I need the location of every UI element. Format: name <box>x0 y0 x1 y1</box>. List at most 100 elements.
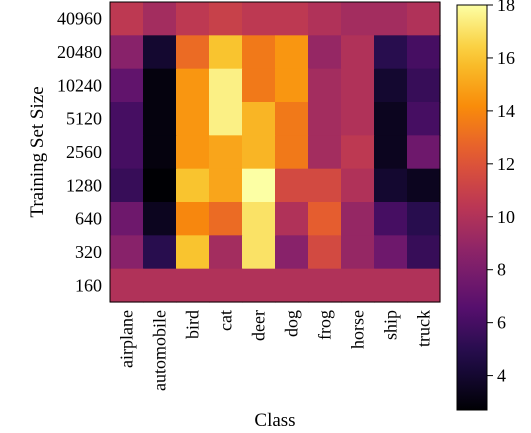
heatmap-cell <box>242 68 276 103</box>
heatmap-cell <box>110 2 144 36</box>
heatmap-cell <box>341 35 375 70</box>
heatmap-cell <box>242 202 276 236</box>
x-tick-label: cat <box>216 310 236 331</box>
heatmap-cell <box>341 268 375 303</box>
heatmap-cell <box>275 35 309 70</box>
heatmap-cell <box>407 102 441 136</box>
heatmap-cell <box>176 168 210 203</box>
heatmap-cell <box>209 2 243 36</box>
colorbar-tick-label: 12 <box>497 154 515 174</box>
colorbar-tick-label: 4 <box>497 366 506 386</box>
heatmap-cell <box>407 235 441 270</box>
heatmap-cell <box>308 135 342 170</box>
y-tick-label: 10240 <box>57 75 102 95</box>
heatmap-cell <box>308 2 342 36</box>
heatmap-cell <box>407 202 441 236</box>
heatmap-cell <box>407 135 441 170</box>
x-tick-label: truck <box>414 310 434 347</box>
heatmap-cell <box>242 35 276 70</box>
heatmap-cell <box>143 268 177 303</box>
heatmap-cell <box>308 235 342 270</box>
heatmap-cell <box>143 135 177 170</box>
y-tick-label: 20480 <box>57 42 102 62</box>
heatmap-cell <box>110 102 144 136</box>
heatmap-cell <box>143 102 177 136</box>
heatmap-cell <box>143 68 177 103</box>
heatmap-cell <box>242 2 276 36</box>
heatmap-cell <box>341 168 375 203</box>
heatmap-cell <box>374 102 408 136</box>
heatmap-cell <box>407 268 441 303</box>
y-tick-label: 320 <box>75 242 102 262</box>
heatmap-cell <box>308 202 342 236</box>
heatmap-cell <box>176 135 210 170</box>
heatmap-cell <box>374 268 408 303</box>
heatmap-cell <box>341 135 375 170</box>
x-tick-label: frog <box>315 310 335 340</box>
x-tick-label: bird <box>183 310 203 339</box>
x-axis-label: Class <box>254 410 295 431</box>
heatmap-cell <box>308 68 342 103</box>
colorbar <box>456 4 488 411</box>
heatmap-cell <box>275 135 309 170</box>
colorbar-tick-label: 6 <box>497 313 506 333</box>
heatmap-cell <box>110 35 144 70</box>
colorbar-tick-label: 8 <box>497 260 506 280</box>
heatmap-cell <box>341 202 375 236</box>
y-tick-label: 1280 <box>66 175 102 195</box>
heatmap-cell <box>143 35 177 70</box>
heatmap-cell <box>374 2 408 36</box>
y-tick-labels: 40960 20480 10240 5120 2560 1280 640 320 160 <box>57 9 102 296</box>
heatmap-cell <box>275 168 309 203</box>
heatmap-cell <box>374 35 408 70</box>
x-tick-label: automobile <box>150 310 170 391</box>
heatmap-cell <box>209 102 243 136</box>
heatmap-cell <box>242 268 276 303</box>
y-axis-label: Training Set Size <box>27 86 48 217</box>
y-tick-label: 5120 <box>66 109 102 129</box>
heatmap-cell <box>374 202 408 236</box>
heatmap-cell <box>110 135 144 170</box>
heatmap-cell <box>374 235 408 270</box>
heatmap-cell <box>110 235 144 270</box>
heatmap-cell <box>407 35 441 70</box>
y-tick-label: 2560 <box>66 142 102 162</box>
heatmap-cell <box>176 35 210 70</box>
colorbar-tick-label: 16 <box>497 48 515 68</box>
heatmap-cell <box>308 168 342 203</box>
heatmap-cell <box>209 268 243 303</box>
y-tick-label: 160 <box>75 275 102 295</box>
heatmap-cell <box>110 268 144 303</box>
x-tick-labels: airplane automobile bird cat deer dog frog hors… <box>117 310 434 391</box>
heatmap-cell <box>275 202 309 236</box>
heatmap-cell <box>407 168 441 203</box>
heatmap-cell <box>275 2 309 36</box>
heatmap-cell <box>341 2 375 36</box>
heatmap-cell <box>209 168 243 203</box>
colorbar-ticks: 4 6 8 10 12 14 16 18 <box>487 0 515 386</box>
heatmap-cell <box>407 2 441 36</box>
heatmap-cell <box>275 268 309 303</box>
heatmap-cell <box>341 235 375 270</box>
heatmap-cell <box>341 68 375 103</box>
heatmap-cell <box>110 202 144 236</box>
heatmap-cell <box>176 268 210 303</box>
plot-frame <box>109 1 441 303</box>
heatmap-cell <box>275 68 309 103</box>
heatmap-cell <box>275 102 309 136</box>
heatmap-cell <box>308 35 342 70</box>
heatmap-cell <box>209 35 243 70</box>
x-tick-label: dog <box>282 310 302 337</box>
heatmap-cell <box>308 102 342 136</box>
heatmap-cell <box>407 68 441 103</box>
heatmap-cell <box>275 235 309 270</box>
heatmap-cell <box>209 135 243 170</box>
colorbar-tick-label: 18 <box>497 0 515 15</box>
y-tick-label: 40960 <box>57 9 102 29</box>
x-tick-label: airplane <box>117 310 137 368</box>
heatmap-cell <box>341 102 375 136</box>
heatmap-cell <box>209 202 243 236</box>
heatmap-cell <box>110 68 144 103</box>
heatmap-cells <box>110 2 441 303</box>
